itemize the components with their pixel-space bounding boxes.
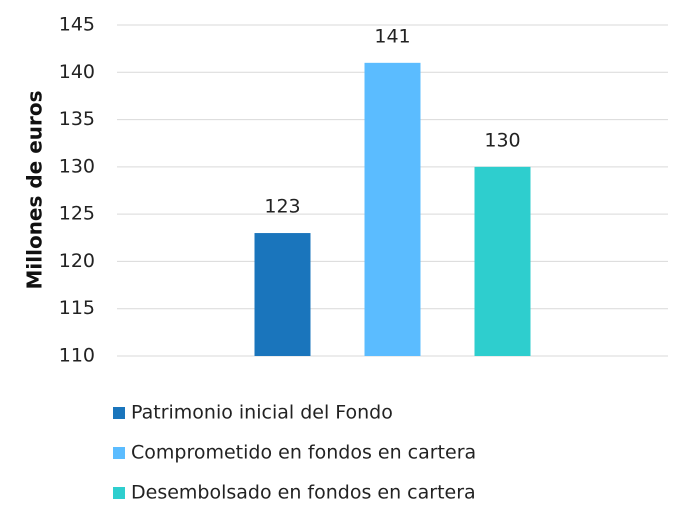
legend-label: Comprometido en fondos en cartera (131, 442, 476, 464)
legend-swatch (113, 487, 125, 499)
legend-swatch (113, 447, 125, 459)
y-tick-label: 120 (59, 250, 95, 272)
y-tick-label: 145 (59, 14, 95, 36)
legend-swatch (113, 407, 125, 419)
y-tick-label: 115 (59, 297, 95, 319)
y-tick-label: 135 (59, 108, 95, 130)
bar (474, 166, 531, 356)
bar (254, 233, 311, 356)
y-tick-label: 130 (59, 155, 95, 177)
legend-label: Desembolsado en fondos en cartera (131, 482, 476, 504)
data-label: 141 (374, 25, 410, 47)
data-label: 130 (484, 129, 520, 151)
y-tick-label: 125 (59, 203, 95, 225)
bar (364, 62, 421, 356)
data-label: 123 (264, 196, 300, 218)
y-tick-label: 110 (59, 345, 95, 367)
legend-label: Patrimonio inicial del Fondo (131, 402, 393, 424)
y-axis-label: Millones de euros (23, 90, 47, 289)
y-tick-label: 140 (59, 61, 95, 83)
